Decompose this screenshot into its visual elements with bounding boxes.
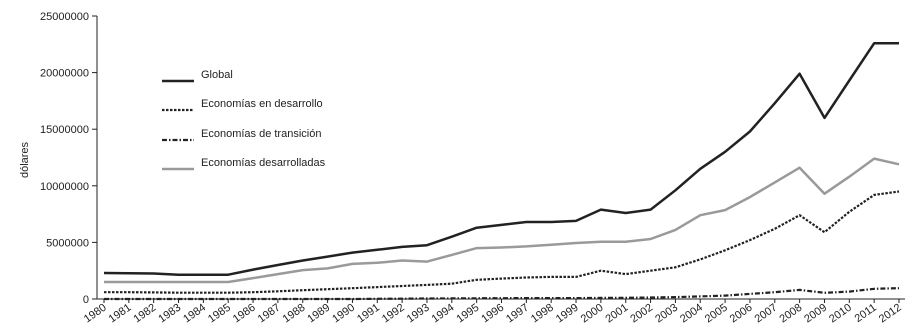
x-tick-label: 1984: [181, 302, 208, 326]
x-tick-label: 2001: [604, 302, 631, 326]
x-tick-label: 1992: [380, 302, 407, 326]
series-line: [104, 157, 900, 284]
y-tick-label: 0: [83, 294, 89, 306]
series-lines: [103, 41, 900, 301]
x-tick-label: 1998: [529, 302, 556, 326]
legend-label: Global: [201, 69, 233, 81]
x-tick-label: 1995: [454, 302, 481, 326]
x-tick-label: 2007: [753, 302, 780, 326]
series-line: [103, 41, 899, 276]
y-tick-label: 15000000: [40, 124, 89, 136]
x-tick-label: 2000: [579, 302, 606, 326]
x-tick-label: 1999: [554, 302, 581, 326]
x-tick-label: 2011: [853, 302, 879, 325]
legend: Global Economías en desarrollo Economías d…: [162, 69, 326, 171]
x-tick-label: 1997: [504, 302, 531, 326]
x-tick-label: 1986: [231, 302, 258, 326]
x-tick-label: 1994: [430, 302, 457, 326]
x-tick-label: 2009: [802, 302, 829, 326]
legend-label: Economías en desarrollo: [201, 98, 323, 110]
legend-label: Economías desarrolladas: [201, 157, 326, 169]
x-tick-label: 1985: [206, 302, 233, 326]
x-tick-label: 1989: [305, 302, 332, 326]
x-tick-label: 2005: [703, 302, 730, 326]
x-tick-label: 1987: [256, 302, 283, 326]
y-tick-label: 10000000: [40, 181, 89, 193]
y-tick-label: 20000000: [40, 68, 89, 80]
x-tick-label: 2003: [653, 302, 680, 326]
x-tick-label: 1993: [405, 302, 432, 326]
legend-label: Economías de transición: [201, 128, 321, 140]
x-tick-label: 2010: [827, 302, 854, 326]
x-tick-label: 1981: [107, 302, 134, 326]
x-tick-label: 2002: [628, 302, 655, 326]
x-tick-label: 2012: [877, 302, 904, 326]
y-axis-label: dólares: [19, 141, 31, 178]
x-tick-label: 2006: [728, 302, 755, 326]
x-tick-label: 1982: [131, 302, 158, 326]
y-axis: 0 5000000 10000000 15000000 20000000 25000000: [40, 11, 98, 306]
x-tick-label: 1983: [156, 302, 183, 326]
series-line: [104, 190, 900, 294]
series-line: [104, 287, 900, 301]
y-tick-label: 5000000: [46, 237, 89, 249]
x-tick-label: 1996: [479, 302, 506, 326]
x-tick-label: 2008: [777, 302, 804, 326]
y-tick-label: 25000000: [40, 11, 89, 23]
x-tick-label: 1988: [281, 302, 308, 326]
x-axis: 1980198119821983198419851986198719881989…: [82, 298, 905, 326]
x-tick-label: 2004: [678, 302, 705, 326]
x-tick-label: 1991: [355, 302, 382, 326]
x-tick-label: 1990: [330, 302, 357, 326]
